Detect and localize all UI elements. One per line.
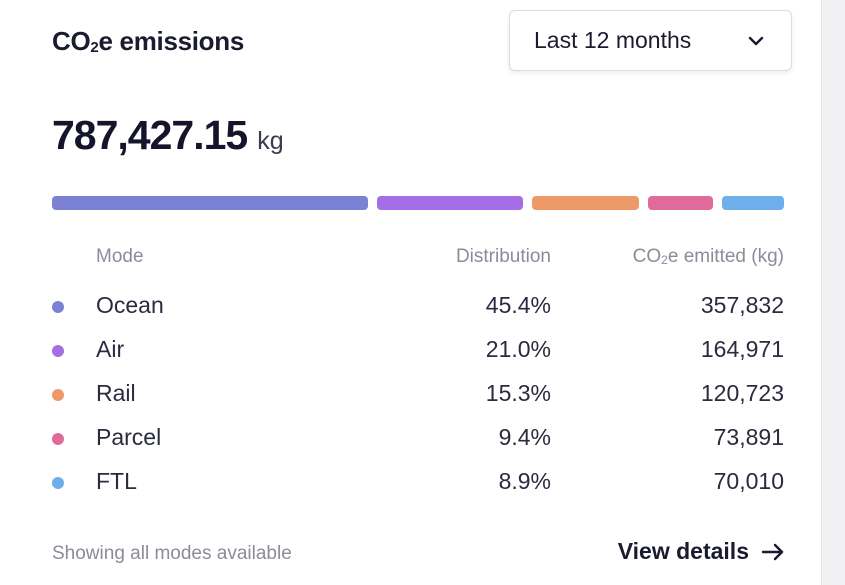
row-co2: 357,832 xyxy=(700,292,784,318)
card-title-subscript: 2 xyxy=(90,39,99,56)
view-details-label: View details xyxy=(617,538,749,564)
ftl-color-dot xyxy=(52,477,64,489)
total-emissions: 787,427.15 kg xyxy=(52,112,284,159)
distribution-segment-ftl xyxy=(722,196,784,210)
rail-color-dot xyxy=(52,389,64,401)
table-row-ocean: Ocean 45.4% 357,832 xyxy=(0,284,822,328)
table-row-air: Air 21.0% 164,971 xyxy=(0,328,822,372)
row-mode: Parcel xyxy=(96,424,162,450)
row-co2: 70,010 xyxy=(713,468,784,494)
row-distribution: 9.4% xyxy=(498,424,551,450)
card-title-main: CO xyxy=(52,26,91,56)
total-emissions-unit: kg xyxy=(257,127,284,155)
row-distribution: 15.3% xyxy=(485,380,551,406)
card-title: CO2e emissions xyxy=(52,26,244,57)
arrow-right-icon xyxy=(761,543,784,560)
row-mode: FTL xyxy=(96,468,137,494)
ocean-color-dot xyxy=(52,301,64,313)
row-distribution: 8.9% xyxy=(498,468,551,494)
view-details-link[interactable]: View details xyxy=(618,538,785,565)
distribution-segment-parcel xyxy=(647,196,714,210)
row-mode: Ocean xyxy=(96,292,164,318)
row-mode: Rail xyxy=(96,380,136,406)
chevron-down-icon xyxy=(748,36,764,46)
row-mode: Air xyxy=(96,336,125,362)
column-header-distribution: Distribution xyxy=(455,246,551,267)
co2-header-rest: e emitted (kg) xyxy=(667,246,784,267)
date-range-selected: Last 12 months xyxy=(534,27,692,53)
table-row-ftl: FTL 8.9% 70,010 xyxy=(0,460,822,504)
column-header-co2-emitted: CO2e emitted (kg) xyxy=(633,246,784,268)
date-range-dropdown[interactable]: Last 12 months xyxy=(509,10,792,71)
distribution-segment-ocean xyxy=(52,196,368,210)
footer-note: Showing all modes available xyxy=(52,543,292,564)
distribution-segment-air xyxy=(376,196,524,210)
row-co2: 120,723 xyxy=(700,380,784,406)
row-co2: 73,891 xyxy=(713,424,784,450)
air-color-dot xyxy=(52,345,64,357)
row-distribution: 21.0% xyxy=(485,336,551,362)
co2-emissions-card: CO2e emissions Last 12 months 787,427.15… xyxy=(0,0,822,585)
distribution-bar xyxy=(52,196,784,210)
co2-header-subscript: 2 xyxy=(661,253,668,267)
table-row-rail: Rail 15.3% 120,723 xyxy=(0,372,822,416)
row-distribution: 45.4% xyxy=(485,292,551,318)
parcel-color-dot xyxy=(52,433,64,445)
distribution-segment-rail xyxy=(532,196,639,210)
co2-header-main: CO xyxy=(632,246,662,267)
total-emissions-value: 787,427.15 xyxy=(52,112,248,158)
row-co2: 164,971 xyxy=(700,336,784,362)
table-row-parcel: Parcel 9.4% 73,891 xyxy=(0,416,822,460)
card-title-rest: e emissions xyxy=(98,26,245,56)
column-header-mode: Mode xyxy=(96,246,144,267)
